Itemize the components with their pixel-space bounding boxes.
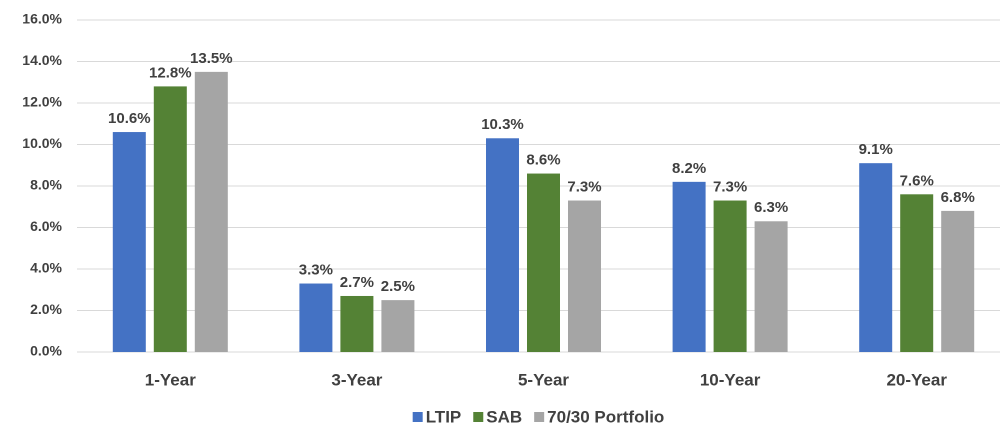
y-tick-label: 6.0% (30, 218, 62, 234)
y-tick-label: 14.0% (22, 52, 62, 68)
data-label: 6.8% (941, 189, 975, 206)
y-tick-label: 8.0% (30, 177, 62, 193)
x-tick-label: 5-Year (518, 370, 569, 389)
data-label: 6.3% (754, 199, 788, 216)
bar (859, 163, 893, 352)
data-label: 10.6% (108, 110, 151, 127)
legend-label: 70/30 Portfolio (547, 407, 664, 426)
data-label: 2.7% (340, 274, 374, 291)
data-label: 7.3% (567, 178, 601, 195)
bar (153, 86, 187, 353)
bar (754, 221, 788, 352)
data-label: 10.3% (481, 116, 524, 133)
data-label: 3.3% (299, 261, 333, 278)
y-tick-label: 16.0% (22, 11, 62, 27)
data-label: 7.3% (713, 178, 747, 195)
bar (568, 200, 601, 352)
x-tick-label: 1-Year (145, 370, 196, 389)
bar (713, 200, 747, 352)
x-tick-label: 20-Year (886, 370, 947, 389)
data-label: 9.1% (859, 141, 893, 158)
bar (194, 71, 228, 352)
bar (486, 138, 519, 352)
x-tick-label: 10-Year (700, 370, 761, 389)
data-label: 2.5% (381, 278, 415, 295)
bar (299, 283, 333, 352)
bar (340, 295, 374, 352)
y-tick-label: 0.0% (30, 343, 62, 359)
bar (941, 210, 975, 352)
y-tick-label: 2.0% (30, 301, 62, 317)
legend-swatch (412, 412, 423, 422)
y-tick-label: 4.0% (30, 260, 62, 276)
y-tick-label: 12.0% (22, 94, 62, 110)
data-label: 8.2% (672, 160, 706, 177)
bar (900, 194, 934, 352)
legend-label: SAB (486, 407, 522, 426)
bar (527, 173, 560, 352)
x-tick-label: 3-Year (331, 370, 382, 389)
bar (112, 132, 146, 352)
legend-label: LTIP (426, 407, 462, 426)
bar (381, 300, 415, 352)
data-label: 13.5% (190, 50, 233, 67)
data-label: 12.8% (149, 64, 192, 81)
y-tick-label: 10.0% (22, 135, 62, 151)
data-label: 7.6% (900, 172, 934, 189)
legend-swatch (534, 412, 545, 422)
data-label: 8.6% (526, 152, 560, 169)
legend-swatch (473, 412, 484, 422)
bar (672, 181, 706, 352)
